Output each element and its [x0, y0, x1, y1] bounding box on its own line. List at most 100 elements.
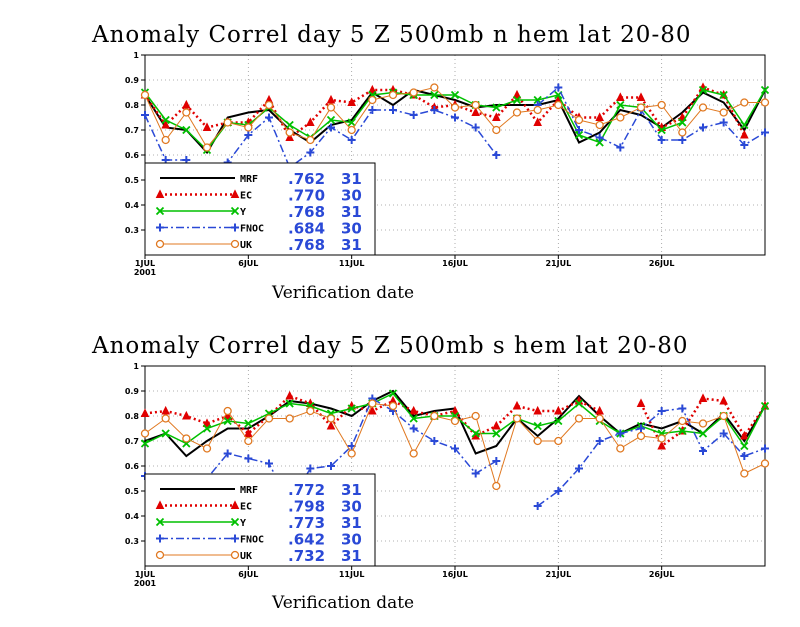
data-point	[595, 138, 604, 147]
data-point	[574, 115, 584, 125]
legend-count: 31	[341, 481, 362, 499]
data-point	[657, 440, 666, 450]
data-point	[760, 459, 770, 468]
legend-count: 31	[341, 203, 362, 221]
x-tick-label: 1JUL	[135, 570, 155, 579]
data-point	[141, 111, 149, 119]
data-point	[637, 424, 645, 433]
data-point	[326, 94, 336, 104]
data-point	[698, 429, 708, 438]
data-point	[223, 118, 232, 127]
data-point	[616, 113, 625, 122]
data-point	[492, 481, 501, 491]
data-point	[140, 90, 150, 100]
x-tick-label: 6JUL	[238, 259, 258, 268]
legend: MRF .762 31 EC .770 30 Y .768 31 FNOC .684 30 UK .768…	[144, 162, 376, 256]
y-tick-label: 0.5	[125, 176, 140, 185]
data-point	[533, 117, 542, 126]
x-tick-label: 11JUL	[339, 259, 365, 268]
data-point	[140, 439, 150, 448]
data-point	[182, 125, 191, 135]
data-point	[657, 434, 666, 443]
data-point	[347, 125, 356, 135]
y-tick-label: 0.9	[125, 387, 140, 396]
data-point	[616, 92, 625, 101]
data-point	[678, 416, 687, 426]
data-point	[761, 444, 769, 453]
data-point	[451, 113, 459, 122]
legend-score: .768	[288, 203, 325, 221]
data-point	[554, 405, 563, 415]
data-point	[326, 414, 336, 423]
legend-label: Y	[240, 207, 246, 218]
data-point	[678, 426, 687, 436]
data-point	[182, 410, 191, 420]
x-tick-label: 21JUL	[545, 570, 571, 579]
legend-count: 30	[341, 187, 362, 205]
data-point	[471, 411, 480, 421]
data-point	[595, 405, 604, 415]
data-point	[230, 500, 240, 509]
data-point	[202, 424, 212, 433]
data-point	[156, 223, 164, 232]
data-point	[155, 206, 165, 216]
data-point	[698, 85, 708, 95]
data-point	[409, 111, 418, 119]
data-point	[231, 534, 239, 543]
y-tick-label: 0.8	[125, 101, 140, 110]
data-point	[223, 410, 232, 420]
y-tick-label: 0.9	[125, 76, 140, 85]
y-tick-label: 1	[133, 51, 139, 60]
data-point	[182, 99, 191, 109]
data-point	[202, 418, 212, 427]
data-point	[616, 444, 625, 453]
data-point	[347, 404, 356, 413]
data-point	[512, 400, 522, 410]
data-point	[182, 108, 191, 117]
y-tick-label: 0.7	[125, 126, 139, 135]
data-point	[636, 103, 646, 112]
data-point	[285, 120, 294, 130]
data-point	[230, 550, 240, 560]
data-point	[450, 405, 460, 415]
data-point	[244, 428, 253, 437]
data-point	[492, 429, 501, 438]
data-point	[223, 449, 232, 458]
data-point	[492, 125, 501, 135]
data-point	[285, 128, 294, 137]
data-point	[430, 90, 439, 100]
legend-label: EC	[240, 191, 252, 202]
x-tick-sublabel: 2001	[134, 268, 157, 277]
data-point	[719, 429, 728, 438]
data-point	[740, 441, 749, 451]
legend-score: .768	[288, 236, 325, 254]
data-point	[155, 517, 165, 527]
x-tick-label: 26JUL	[649, 259, 675, 268]
data-point	[265, 459, 273, 468]
data-point	[492, 420, 501, 430]
data-point	[347, 449, 356, 458]
data-point	[368, 405, 377, 415]
data-point	[657, 100, 666, 110]
legend-label: FNOC	[240, 535, 264, 546]
data-point	[161, 414, 170, 423]
legend-label: EC	[240, 502, 252, 513]
data-point	[450, 103, 460, 112]
data-point	[740, 430, 749, 440]
data-point	[533, 405, 542, 415]
data-point	[574, 130, 584, 140]
data-point	[409, 424, 418, 433]
data-point	[306, 117, 315, 126]
data-point	[740, 469, 749, 478]
data-point	[306, 464, 315, 473]
data-point	[450, 90, 460, 100]
legend-count: 31	[341, 514, 362, 532]
data-point	[161, 115, 170, 125]
data-point	[140, 429, 150, 438]
legend-score: .684	[288, 220, 325, 238]
data-point	[533, 436, 542, 446]
data-point	[719, 118, 728, 127]
x-tick-label: 21JUL	[545, 259, 571, 268]
data-point	[471, 469, 480, 478]
legend-score: .773	[288, 514, 325, 532]
